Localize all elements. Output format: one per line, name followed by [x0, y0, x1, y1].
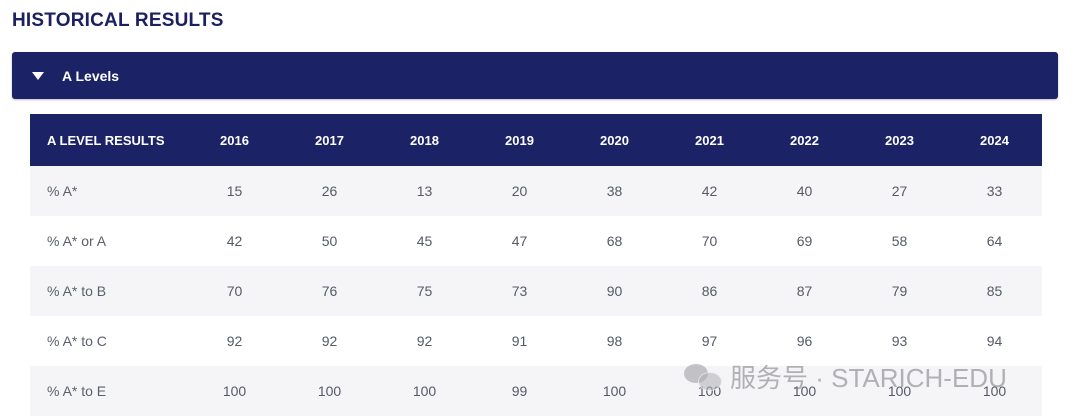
- year-header-2022: 2022: [757, 114, 852, 166]
- table-cell: 96: [757, 316, 852, 366]
- table-cell: 73: [472, 266, 567, 316]
- table-cell: 92: [187, 316, 282, 366]
- table-cell: 64: [947, 216, 1042, 266]
- table-cell: 76: [282, 266, 377, 316]
- table-cell: 68: [567, 216, 662, 266]
- accordion-a-levels[interactable]: A Levels: [12, 52, 1058, 99]
- year-header-2017: 2017: [282, 114, 377, 166]
- table-cell: 92: [377, 316, 472, 366]
- table-cell: 100: [852, 366, 947, 416]
- table-cell: 100: [187, 366, 282, 416]
- table-cell: 100: [567, 366, 662, 416]
- table-cell: 90: [567, 266, 662, 316]
- table-cell: 100: [757, 366, 852, 416]
- caret-down-icon: [32, 71, 44, 80]
- table-cell: 100: [282, 366, 377, 416]
- row-label: % A* to B: [30, 266, 187, 316]
- table-cell: 97: [662, 316, 757, 366]
- table-cell: 15: [187, 166, 282, 216]
- year-header-2019: 2019: [472, 114, 567, 166]
- table-cell: 87: [757, 266, 852, 316]
- table-cell: 40: [757, 166, 852, 216]
- year-header-2018: 2018: [377, 114, 472, 166]
- table-cell: 75: [377, 266, 472, 316]
- year-header-2024: 2024: [947, 114, 1042, 166]
- year-header-2020: 2020: [567, 114, 662, 166]
- table-cell: 26: [282, 166, 377, 216]
- table-cell: 98: [567, 316, 662, 366]
- table-cell: 50: [282, 216, 377, 266]
- table-header-row: A LEVEL RESULTS 2016 2017 2018 2019 2020…: [30, 114, 1042, 166]
- table-cell: 94: [947, 316, 1042, 366]
- table-header-label: A LEVEL RESULTS: [30, 114, 187, 166]
- table-cell: 70: [187, 266, 282, 316]
- table-cell: 58: [852, 216, 947, 266]
- row-label: % A* or A: [30, 216, 187, 266]
- table-cell: 13: [377, 166, 472, 216]
- table-cell: 100: [377, 366, 472, 416]
- table-cell: 86: [662, 266, 757, 316]
- results-table: A LEVEL RESULTS 2016 2017 2018 2019 2020…: [30, 114, 1042, 416]
- section-title: HISTORICAL RESULTS: [12, 10, 224, 31]
- table-row: % A* 15 26 13 20 38 42 40 27 33: [30, 166, 1042, 216]
- year-header-2016: 2016: [187, 114, 282, 166]
- table-cell: 42: [662, 166, 757, 216]
- table-cell: 69: [757, 216, 852, 266]
- table-cell: 92: [282, 316, 377, 366]
- row-label: % A*: [30, 166, 187, 216]
- table-cell: 91: [472, 316, 567, 366]
- table-cell: 70: [662, 216, 757, 266]
- table-cell: 99: [472, 366, 567, 416]
- table-row: % A* or A 42 50 45 47 68 70 69 58 64: [30, 216, 1042, 266]
- table-cell: 93: [852, 316, 947, 366]
- table-cell: 100: [662, 366, 757, 416]
- table-cell: 47: [472, 216, 567, 266]
- row-label: % A* to C: [30, 316, 187, 366]
- year-header-2023: 2023: [852, 114, 947, 166]
- table-row: % A* to B 70 76 75 73 90 86 87 79 85: [30, 266, 1042, 316]
- row-label: % A* to E: [30, 366, 187, 416]
- accordion-label: A Levels: [62, 67, 120, 84]
- table-cell: 27: [852, 166, 947, 216]
- table-cell: 85: [947, 266, 1042, 316]
- table-cell: 79: [852, 266, 947, 316]
- table-cell: 38: [567, 166, 662, 216]
- table-row: % A* to E 100 100 100 99 100 100 100 100…: [30, 366, 1042, 416]
- table-cell: 20: [472, 166, 567, 216]
- table-cell: 100: [947, 366, 1042, 416]
- table-row: % A* to C 92 92 92 91 98 97 96 93 94: [30, 316, 1042, 366]
- table-cell: 42: [187, 216, 282, 266]
- table-cell: 33: [947, 166, 1042, 216]
- table-cell: 45: [377, 216, 472, 266]
- year-header-2021: 2021: [662, 114, 757, 166]
